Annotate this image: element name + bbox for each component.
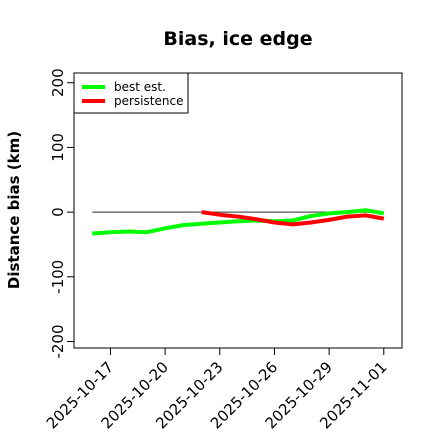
y-tick-label: 0: [49, 207, 67, 217]
x-axis: 2025-10-172025-10-202025-10-232025-10-26…: [43, 348, 391, 432]
plot-frame: [73, 72, 403, 349]
legend-label: persistence: [114, 94, 183, 108]
y-tick-label: 200: [49, 68, 67, 97]
y-tick-label: -100: [49, 260, 67, 294]
legend: best est.persistence: [73, 72, 189, 114]
chart-title: Bias, ice edge: [163, 28, 312, 50]
series-line-best-est: [92, 208, 385, 236]
y-axis: -200 -100 0 100 200: [49, 68, 74, 359]
y-tick-label: 100: [49, 133, 67, 162]
y-tick-label: -200: [49, 325, 67, 359]
plot-area: [92, 208, 385, 236]
legend-label: best est.: [114, 80, 166, 94]
y-axis-label: Distance bias (km): [5, 131, 23, 289]
legend-box: [73, 72, 189, 114]
series-line-persistence: [201, 210, 385, 227]
